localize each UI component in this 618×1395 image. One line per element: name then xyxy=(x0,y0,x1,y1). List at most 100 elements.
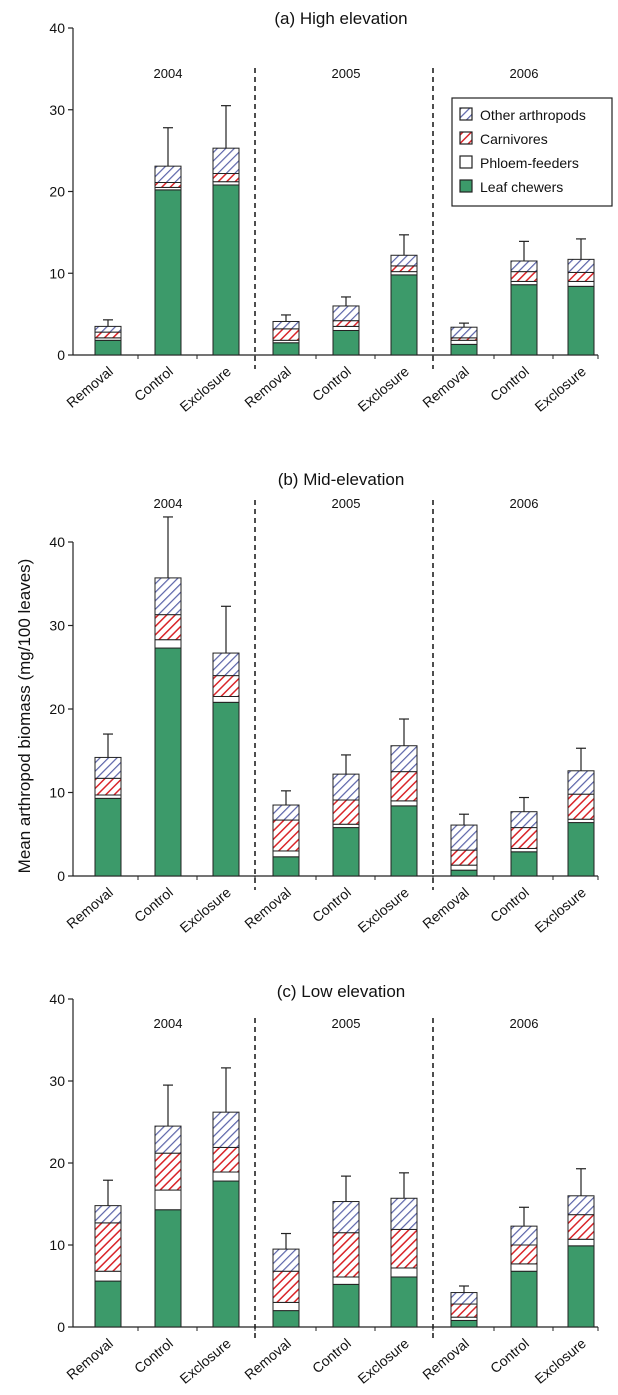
bar-segment-phloem_feeders xyxy=(212,695,240,703)
bar-segment-carnivores xyxy=(332,799,360,825)
bar-segment-leaf_chewers xyxy=(154,647,182,877)
y-tick-label: 0 xyxy=(57,868,65,884)
bar-segment-carnivores xyxy=(94,331,122,339)
legend-box xyxy=(451,97,613,207)
year-label-2006: 2006 xyxy=(510,1016,539,1031)
bar-segment-other_arthropods xyxy=(510,260,538,273)
bar-segment-carnivores xyxy=(567,793,595,820)
bar-segment-other_arthropods xyxy=(94,325,122,333)
bar-segment-other_arthropods xyxy=(212,147,240,175)
bar-segment-carnivores xyxy=(510,827,538,849)
legend-label-carnivores: Carnivores xyxy=(480,131,548,147)
y-tick-label: 40 xyxy=(49,991,65,1007)
category-label: Control xyxy=(309,1335,354,1376)
bar-segment-phloem_feeders xyxy=(272,850,300,858)
bar-segment-carnivores xyxy=(154,182,182,188)
y-tick-label: 30 xyxy=(49,1073,65,1089)
bar-segment-leaf_chewers xyxy=(94,339,122,356)
bar-segment-phloem_feeders xyxy=(94,1270,122,1282)
bar-segment-other_arthropods xyxy=(450,326,478,339)
bar-segment-phloem_feeders xyxy=(567,1238,595,1247)
bar-segment-carnivores xyxy=(510,1244,538,1265)
bar-segment-phloem_feeders xyxy=(94,794,122,799)
y-tick-label: 40 xyxy=(49,20,65,36)
category-label: Control xyxy=(131,884,176,925)
legend-label-leaf_chewers: Leaf chewers xyxy=(480,179,563,195)
bar-segment-other_arthropods xyxy=(154,165,182,184)
legend-label-phloem_feeders: Phloem-feeders xyxy=(480,155,579,171)
legend-swatch-phloem_feeders xyxy=(459,155,473,169)
bar-segment-phloem_feeders xyxy=(510,847,538,853)
bar-segment-other_arthropods xyxy=(567,258,595,273)
category-label: Control xyxy=(131,1335,176,1376)
bar-segment-leaf_chewers xyxy=(567,822,595,877)
bar-segment-other_arthropods xyxy=(510,1225,538,1246)
y-tick-label: 0 xyxy=(57,347,65,363)
year-label-2005: 2005 xyxy=(332,1016,361,1031)
bar-segment-leaf_chewers xyxy=(510,851,538,877)
category-label: Control xyxy=(309,884,354,925)
bar-segment-other_arthropods xyxy=(390,1197,418,1230)
panel-2: (b) Mid-elevation 0 10 20 30 40 2004 2005 2006 Re… xyxy=(49,470,599,936)
y-tick-label: 0 xyxy=(57,1319,65,1335)
bar-segment-other_arthropods xyxy=(390,254,418,267)
bar-segment-phloem_feeders xyxy=(332,823,360,829)
bar-segment-carnivores xyxy=(567,1214,595,1240)
bar-segment-leaf_chewers xyxy=(212,701,240,877)
y-tick-label: 20 xyxy=(49,184,65,200)
bar-segment-carnivores xyxy=(154,614,182,641)
bar-segment-leaf_chewers xyxy=(94,1280,122,1328)
bar-segment-carnivores xyxy=(212,675,240,697)
bar-segment-phloem_feeders xyxy=(567,818,595,824)
category-label: Removal xyxy=(419,884,472,932)
bar-segment-carnivores xyxy=(212,1146,240,1173)
bar-segment-leaf_chewers xyxy=(567,1245,595,1328)
bar-segment-phloem_feeders xyxy=(332,1276,360,1285)
legend-label-other_arthropods: Other arthropods xyxy=(480,107,586,123)
bar-segment-carnivores xyxy=(450,849,478,866)
bar-segment-other_arthropods xyxy=(212,1111,240,1148)
bar-segment-leaf_chewers xyxy=(94,797,122,877)
bar-segment-leaf_chewers xyxy=(212,184,240,356)
bar-segment-phloem_feeders xyxy=(450,339,478,345)
bar-segment-phloem_feeders xyxy=(567,280,595,287)
category-label: Removal xyxy=(419,363,472,411)
y-tick-label: 30 xyxy=(49,102,65,118)
bar-segment-leaf_chewers xyxy=(154,189,182,356)
category-label: Removal xyxy=(63,884,116,932)
category-label: Removal xyxy=(241,1335,294,1383)
category-label: Exclosure xyxy=(532,884,590,936)
bar-segment-other_arthropods xyxy=(450,1292,478,1305)
y-tick-label: 20 xyxy=(49,701,65,717)
bar-segment-other_arthropods xyxy=(94,1205,122,1224)
bar-segment-carnivores xyxy=(332,1232,360,1278)
panel-1: (a) High elevation 0 10 20 30 40 2004 2005 2006 R… xyxy=(49,9,613,415)
bar-segment-leaf_chewers xyxy=(332,1283,360,1328)
bar-segment-other_arthropods xyxy=(212,652,240,677)
legend: Other arthropods Carnivores Phloem-feeders… xyxy=(451,97,613,207)
y-tick-label: 30 xyxy=(49,618,65,634)
legend-swatch-carnivores xyxy=(459,131,473,145)
legend-swatch-other_arthropods xyxy=(459,107,473,121)
category-label: Removal xyxy=(241,884,294,932)
category-label: Control xyxy=(131,363,176,404)
year-label-2006: 2006 xyxy=(510,496,539,511)
bar-segment-leaf_chewers xyxy=(272,856,300,877)
bar-segment-carnivores xyxy=(272,1270,300,1303)
bar-segment-leaf_chewers xyxy=(212,1180,240,1328)
category-label: Exclosure xyxy=(355,884,413,936)
bar-segment-carnivores xyxy=(272,819,300,852)
bar-segment-other_arthropods xyxy=(390,745,418,773)
bar-segment-carnivores xyxy=(94,1222,122,1272)
bar-segment-carnivores xyxy=(510,271,538,282)
category-label: Control xyxy=(309,363,354,404)
y-tick-label: 40 xyxy=(49,534,65,550)
year-label-2006: 2006 xyxy=(510,66,539,81)
y-tick-label: 20 xyxy=(49,1155,65,1171)
bar-segment-leaf_chewers xyxy=(567,285,595,356)
category-label: Control xyxy=(487,363,532,404)
bar-segment-other_arthropods xyxy=(510,811,538,829)
bar-segment-other_arthropods xyxy=(154,1125,182,1154)
bar-segment-leaf_chewers xyxy=(154,1209,182,1328)
category-label: Exclosure xyxy=(355,1335,413,1387)
